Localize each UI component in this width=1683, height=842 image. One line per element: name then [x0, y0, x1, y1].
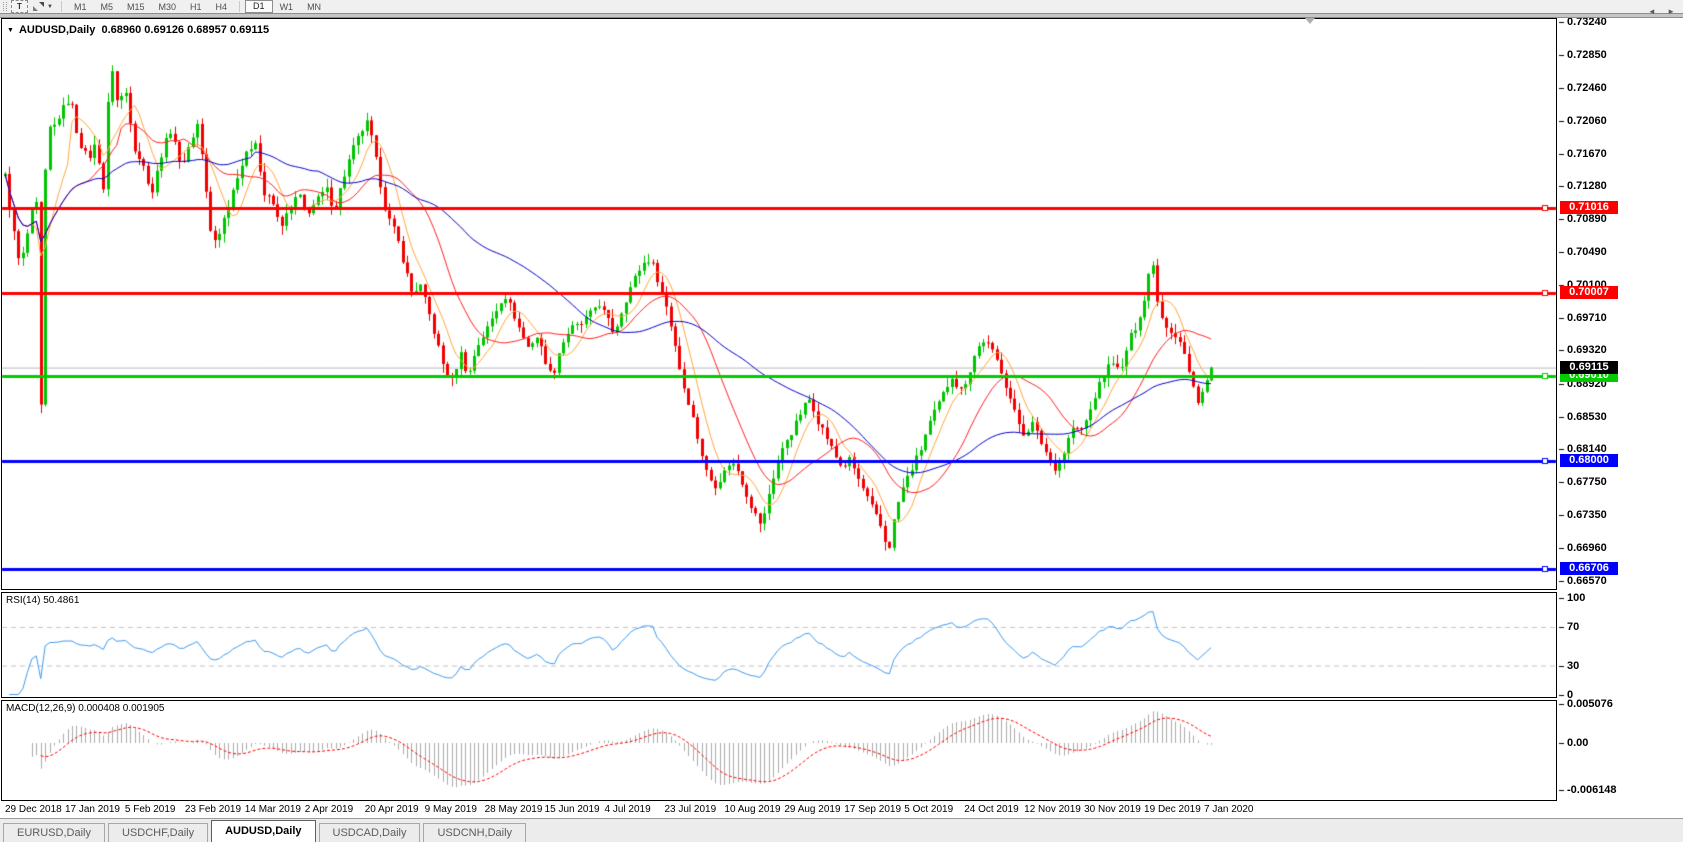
timeframe-h4-button[interactable]: H4	[215, 1, 228, 12]
timeframe-h1-button[interactable]: H1	[190, 1, 202, 12]
price-tick-label: 0.68140	[1567, 443, 1607, 455]
rsi-tick-label: 30	[1567, 660, 1580, 672]
date-label: 12 Nov 2019	[1024, 804, 1081, 815]
ohlc-values: 0.68960 0.69126 0.68957 0.69115	[101, 24, 270, 36]
macd-label: MACD(12,26,9) 0.000408 0.001905	[6, 703, 165, 714]
chart-shift-marker[interactable]	[1305, 18, 1315, 24]
timeframe-m15-button[interactable]: M15	[126, 1, 145, 12]
level-price-tag: 0.66706	[1560, 562, 1618, 575]
level-price-tag: 0.70007	[1560, 286, 1618, 299]
price-tick-label: 0.69710	[1567, 312, 1607, 324]
tab-usdcad-daily[interactable]: USDCAD,Daily	[318, 823, 421, 842]
dropdown-caret-icon[interactable]: ▼	[47, 3, 53, 10]
timeframe-m5-button[interactable]: M5	[100, 1, 113, 12]
date-label: 14 Mar 2019	[244, 804, 301, 815]
macd-tick-label: 0.005076	[1567, 698, 1613, 710]
price-tick-label: 0.71280	[1567, 180, 1607, 192]
price-tick-label: 0.72850	[1567, 49, 1607, 61]
date-label: 24 Oct 2019	[964, 804, 1019, 815]
timeframe-w1-button[interactable]: W1	[279, 1, 294, 12]
timeframe-mn-button[interactable]: MN	[307, 1, 322, 12]
cursor-arrows-icon	[33, 2, 44, 11]
date-label: 29 Dec 2018	[5, 804, 62, 815]
timeframe-d1-button[interactable]: D1	[245, 0, 273, 13]
macd-tick-label: 0.00	[1567, 737, 1589, 749]
date-label: 4 Jul 2019	[604, 804, 651, 815]
rsi-label: RSI(14) 50.4861	[6, 595, 80, 606]
date-label: 20 Apr 2019	[364, 804, 419, 815]
cursor-tools-button[interactable]: ▼	[33, 2, 53, 11]
symbol-dropdown-icon[interactable]: ▼	[7, 27, 14, 34]
date-label: 7 Jan 2020	[1204, 804, 1254, 815]
hscrollbar-thumb[interactable]	[0, 13, 1683, 18]
chart-tabbar: EURUSD,Daily USDCHF,Daily AUDUSD,Daily USDC…	[0, 818, 1683, 842]
toolbar-separator	[239, 1, 241, 12]
toolbar-separator	[60, 1, 62, 12]
price-tick-label: 0.66570	[1567, 575, 1607, 587]
level-price-tag: 0.71016	[1560, 201, 1618, 214]
top-toolbar: T ▼ M1 M5 M15 M30 H1 H4 D1 W1 MN	[0, 0, 1683, 13]
timeframe-m1-button[interactable]: M1	[73, 1, 87, 12]
tab-scroll-left-button[interactable]: ◄	[1647, 7, 1656, 16]
date-label: 10 Aug 2019	[724, 804, 781, 815]
timeframe-buttons: M1 M5 M15 M30 H1 H4 D1 W1 MN	[67, 0, 328, 13]
tab-scroll-right-button[interactable]: ►	[1667, 7, 1675, 16]
price-tick-label: 0.73240	[1567, 16, 1607, 28]
date-label: 5 Oct 2019	[904, 804, 954, 815]
date-label: 23 Jul 2019	[664, 804, 717, 815]
date-label: 19 Dec 2019	[1144, 804, 1201, 815]
price-tick-label: 0.72060	[1567, 115, 1607, 127]
chart-tabs: EURUSD,Daily USDCHF,Daily AUDUSD,Daily USDC…	[0, 820, 527, 842]
toolbar-grip[interactable]	[3, 2, 7, 11]
date-label: 2 Apr 2019	[304, 804, 354, 815]
date-label: 29 Aug 2019	[784, 804, 841, 815]
date-label: 17 Sep 2019	[844, 804, 902, 815]
price-tick-label: 0.72460	[1567, 82, 1607, 94]
symbol-name: AUDUSD,Daily	[18, 24, 96, 36]
tab-usdchf-daily[interactable]: USDCHF,Daily	[107, 823, 209, 842]
date-label: 23 Feb 2019	[184, 804, 242, 815]
date-label: 15 Jun 2019	[544, 804, 600, 815]
date-label: 9 May 2019	[424, 804, 477, 815]
tab-usdcnh-daily[interactable]: USDCNH,Daily	[423, 823, 527, 842]
chart-title: ▼ AUDUSD,Daily 0.68960 0.69126 0.68957 0.…	[7, 24, 269, 36]
macd-tick-label: -0.006148	[1567, 784, 1617, 796]
price-tick-label: 0.71670	[1567, 148, 1607, 160]
text-tool-button[interactable]: T	[11, 0, 28, 13]
timeframe-m30-button[interactable]: M30	[158, 1, 177, 12]
price-tick-label: 0.70890	[1567, 213, 1607, 225]
price-tick-label: 0.68530	[1567, 411, 1607, 423]
rsi-tick-label: 100	[1567, 592, 1586, 604]
date-label: 5 Feb 2019	[124, 804, 176, 815]
date-label: 17 Jan 2019	[64, 804, 120, 815]
date-label: 30 Nov 2019	[1084, 804, 1141, 815]
tab-audusd-daily[interactable]: AUDUSD,Daily	[211, 820, 316, 842]
price-tick-label: 0.69320	[1567, 344, 1607, 356]
date-label: 28 May 2019	[484, 804, 543, 815]
rsi-tick-label: 0	[1567, 689, 1574, 701]
rsi-tick-label: 70	[1567, 621, 1580, 633]
price-tick-label: 0.67750	[1567, 476, 1607, 488]
tab-eurusd-daily[interactable]: EURUSD,Daily	[3, 823, 105, 842]
price-tick-label: 0.66960	[1567, 542, 1607, 554]
chart-hscrollbar[interactable]	[0, 13, 1683, 18]
level-price-tag: 0.68000	[1560, 454, 1618, 467]
price-tick-label: 0.70490	[1567, 246, 1607, 258]
tab-scroll-arrows: ◄ ►	[1639, 7, 1675, 16]
price-tick-label: 0.67350	[1567, 509, 1607, 521]
current-price-tag: 0.69115	[1560, 361, 1618, 374]
